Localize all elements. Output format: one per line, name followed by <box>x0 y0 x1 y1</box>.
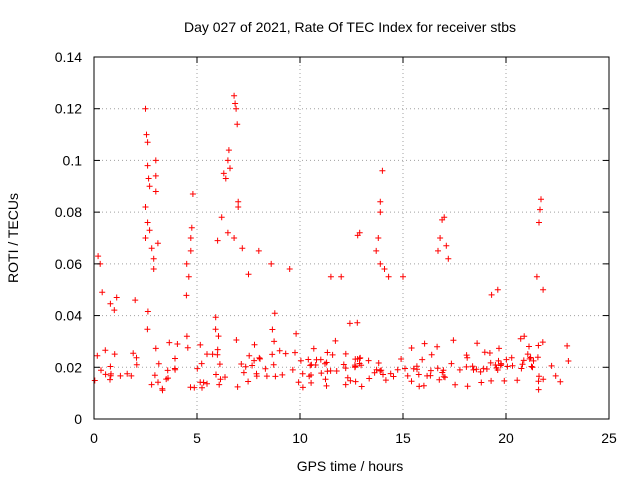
plot-frame <box>93 56 610 420</box>
x-tick-label: 0 <box>90 430 98 446</box>
chart-title: Day 027 of 2021, Rate Of TEC Index for r… <box>184 19 516 35</box>
axis-ticks: 0 5 10 15 20 25 0 0.02 0.04 0.06 0.08 0.1 0.12 0.14 <box>55 49 617 446</box>
y-tick-label: 0.1 <box>63 152 83 168</box>
roti-series-markers <box>91 92 572 394</box>
x-tick-label: 5 <box>193 430 201 446</box>
y-tick-label: 0.04 <box>55 308 82 324</box>
x-tick-label: 10 <box>292 430 308 446</box>
y-axis-label: ROTI / TECUs <box>5 193 21 283</box>
y-tick-label: 0.08 <box>55 204 82 220</box>
y-tick-label: 0.06 <box>55 256 82 272</box>
x-tick-label: 15 <box>395 430 411 446</box>
y-tick-label: 0 <box>74 411 82 427</box>
y-tick-label: 0.14 <box>55 49 82 65</box>
x-tick-label: 20 <box>498 430 514 446</box>
x-tick-label: 25 <box>601 430 617 446</box>
y-tick-label: 0.02 <box>55 359 82 375</box>
x-axis-label: GPS time / hours <box>297 458 404 474</box>
grid <box>94 57 609 419</box>
data-points <box>91 92 572 394</box>
y-tick-label: 0.12 <box>55 101 82 117</box>
